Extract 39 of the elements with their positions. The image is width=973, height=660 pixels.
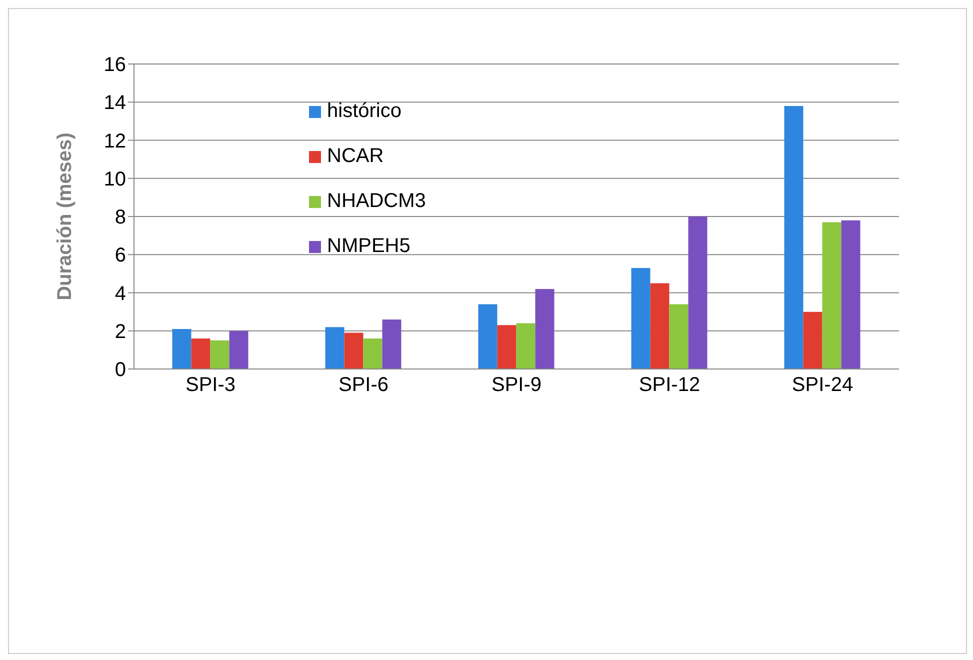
bar bbox=[363, 338, 382, 369]
bar bbox=[650, 283, 670, 369]
y-axis-title: Duración (meses) bbox=[54, 132, 76, 300]
x-tick-label: SPI-3 bbox=[185, 374, 236, 396]
y-tick-label: 16 bbox=[104, 54, 126, 76]
bar bbox=[631, 268, 650, 369]
bar bbox=[803, 312, 822, 369]
y-tick-label: 0 bbox=[114, 359, 126, 382]
bar bbox=[841, 220, 860, 369]
y-tick-label: 12 bbox=[104, 130, 126, 152]
bar bbox=[172, 328, 192, 369]
y-tick-label: 2 bbox=[114, 320, 126, 343]
bar bbox=[344, 332, 364, 369]
bar bbox=[784, 106, 804, 369]
bar bbox=[535, 288, 554, 369]
y-tick-label: 6 bbox=[114, 244, 126, 267]
legend-label: NCAR bbox=[327, 145, 384, 168]
bar bbox=[325, 327, 344, 369]
bar bbox=[382, 319, 402, 369]
bar bbox=[191, 338, 210, 369]
legend-label: NMPEH5 bbox=[327, 235, 410, 258]
bar bbox=[669, 304, 688, 369]
legend-label: NHADCM3 bbox=[327, 190, 426, 213]
bar bbox=[210, 340, 230, 369]
bar bbox=[229, 330, 248, 369]
bar bbox=[688, 216, 708, 369]
bar bbox=[478, 304, 498, 369]
y-tick-label: 10 bbox=[104, 168, 126, 190]
bar bbox=[822, 222, 842, 369]
bar bbox=[497, 325, 516, 369]
y-tick-label: 14 bbox=[104, 92, 126, 114]
y-tick-label: 8 bbox=[114, 206, 126, 229]
x-tick-label: SPI-24 bbox=[792, 374, 854, 396]
x-tick-label: SPI-9 bbox=[491, 374, 542, 396]
y-tick-label: 4 bbox=[114, 282, 126, 305]
legend-label: histórico bbox=[327, 100, 402, 123]
x-tick-label: SPI-6 bbox=[338, 374, 389, 396]
bar bbox=[516, 323, 536, 369]
x-tick-label: SPI-12 bbox=[638, 374, 700, 396]
